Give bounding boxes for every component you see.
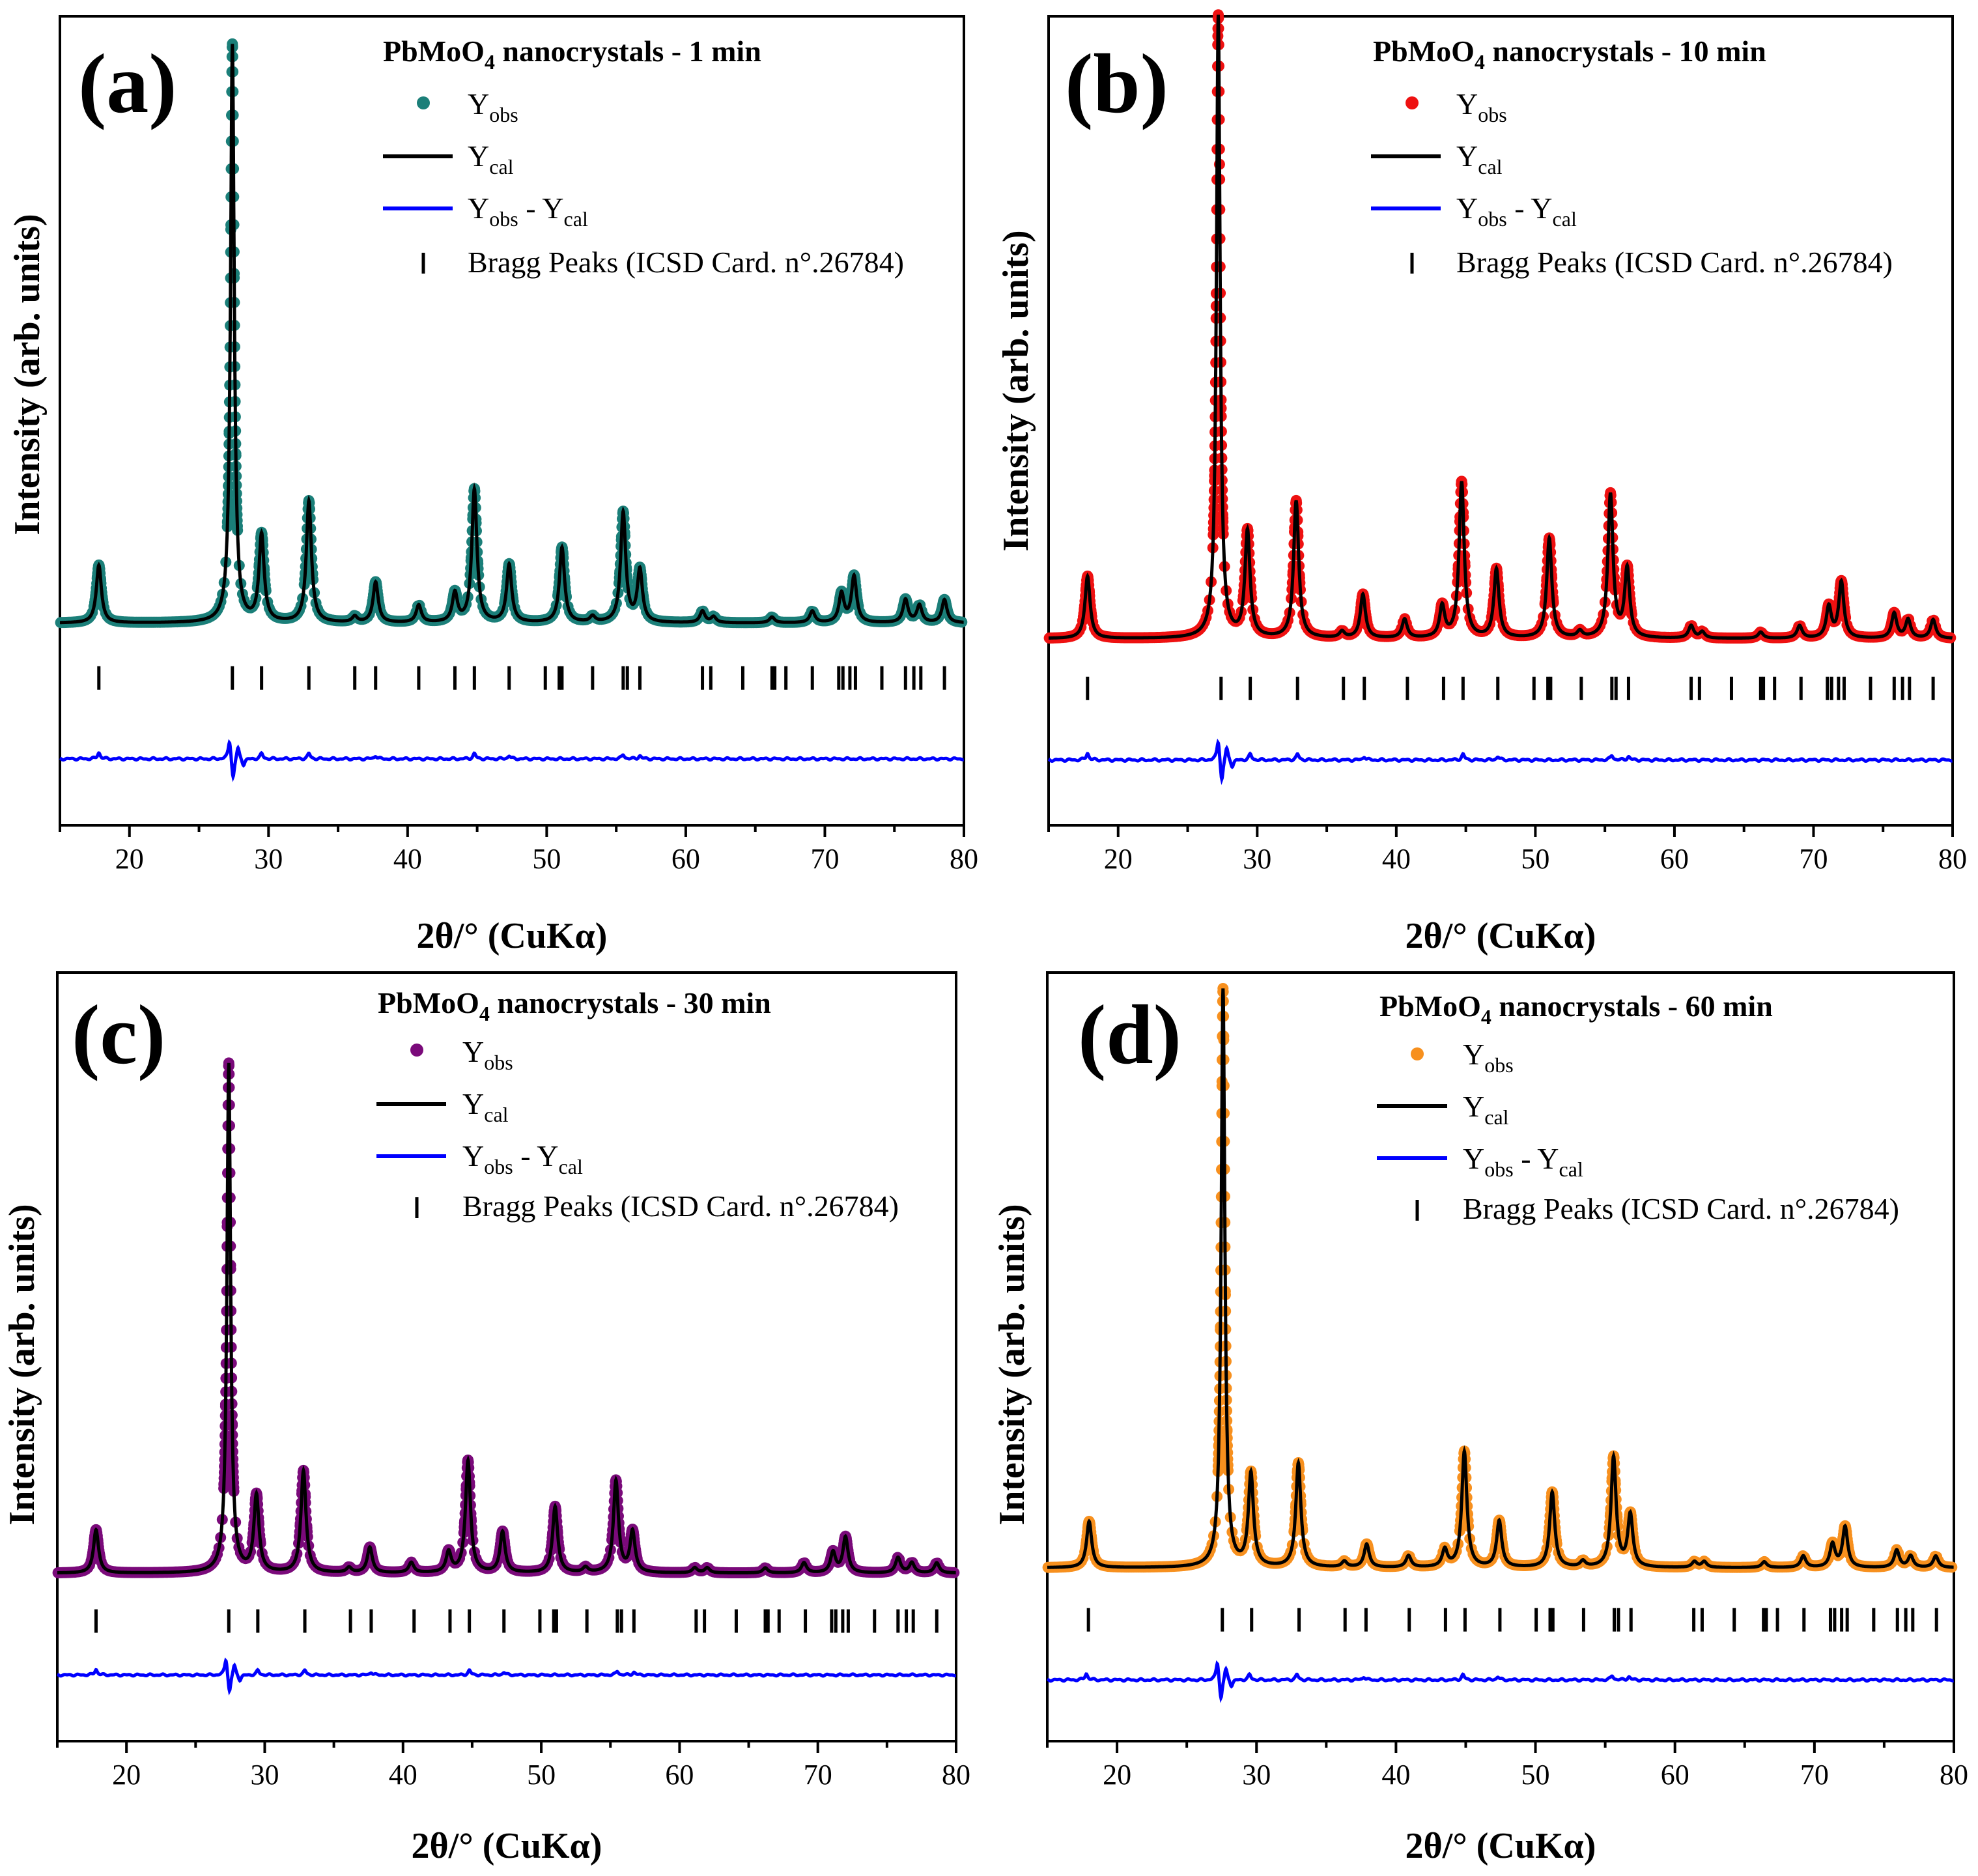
y-axis-label: Intensity (arb. units)	[992, 1204, 1032, 1525]
legend: PbMoO4 nanocrystals - 60 min Yobs Ycal Y…	[1377, 989, 1899, 1225]
legend-bragg-label: Bragg Peaks (ICSD Card. n°.26784)	[462, 1189, 899, 1223]
legend-cal-label: Ycal	[1456, 139, 1503, 178]
plot-area	[1042, 983, 1958, 1703]
diff-line	[1047, 738, 1953, 786]
legend-obs-marker	[410, 1044, 423, 1057]
x-tick-label: 70	[1799, 843, 1828, 875]
x-axis-label: 2θ/° (CuKα)	[1406, 1826, 1596, 1866]
x-axis-ticks: 20 30 40 50 60 70 80	[1046, 1741, 1968, 1791]
series-yobs	[55, 38, 968, 629]
legend: PbMoO4 nanocrystals - 10 min Yobs Ycal Y…	[1371, 35, 1893, 279]
bragg-peaks	[97, 666, 946, 690]
plot-frame	[1047, 15, 1954, 827]
x-tick-label: 50	[527, 1759, 556, 1791]
y-axis-label: Intensity (arb. units)	[996, 230, 1036, 551]
x-axis-ticks: 20 30 40 50 60 70 80	[1047, 825, 1967, 875]
panel-a: 20 30 40 50 60 70 80 (a) PbMoO4 nanocrystals -…	[7, 15, 978, 956]
legend-bragg-label: Bragg Peaks (ICSD Card. n°.26784)	[1456, 246, 1893, 279]
y-axis-label: Intensity (arb. units)	[2, 1204, 42, 1525]
diff-line	[1046, 1660, 1954, 1703]
y-axis-label: Intensity (arb. units)	[7, 214, 48, 535]
x-tick-label: 30	[254, 843, 283, 875]
panel-letter: (a)	[78, 37, 177, 131]
legend-diff-label: Yobs - Ycal	[462, 1139, 583, 1178]
x-tick-label: 70	[1800, 1759, 1829, 1791]
x-tick-label: 80	[1938, 843, 1967, 875]
panel-b: 20 30 40 50 60 70 80 (b) PbMoO4 nanocrystals -…	[996, 9, 1967, 956]
x-tick-label: 20	[1103, 1759, 1131, 1791]
legend-bragg-label: Bragg Peaks (ICSD Card. n°.26784)	[468, 246, 904, 279]
legend-cal-label: Ycal	[1463, 1090, 1509, 1129]
x-tick-label: 60	[1661, 1759, 1689, 1791]
legend-cal-label: Ycal	[462, 1087, 509, 1126]
bragg-peaks	[1086, 1608, 1938, 1632]
legend-obs-label: Yobs	[462, 1035, 513, 1074]
legend-obs-label: Yobs	[1463, 1038, 1514, 1077]
x-tick-label: 80	[942, 1759, 970, 1791]
x-axis-label: 2θ/° (CuKα)	[417, 916, 608, 956]
x-tick-label: 70	[804, 1759, 832, 1791]
x-tick-label: 60	[665, 1759, 694, 1791]
x-tick-label: 80	[950, 843, 978, 875]
x-tick-label: 60	[671, 843, 700, 875]
x-axis-ticks: 20 30 40 50 60 70 80	[56, 1741, 970, 1791]
plot-area	[52, 1057, 960, 1696]
plot-frame	[59, 15, 965, 827]
x-axis-label: 2θ/° (CuKα)	[1406, 916, 1596, 956]
x-tick-label: 70	[810, 843, 839, 875]
legend-title: PbMoO4 nanocrystals - 1 min	[383, 35, 761, 74]
panel-letter: (c)	[72, 988, 165, 1082]
x-tick-label: 30	[250, 1759, 279, 1791]
x-tick-label: 30	[1243, 843, 1271, 875]
x-tick-label: 40	[389, 1759, 417, 1791]
x-tick-label: 40	[1382, 843, 1411, 875]
x-tick-label: 50	[1521, 1759, 1550, 1791]
legend-cal-label: Ycal	[468, 139, 514, 178]
x-axis-ticks: 20 30 40 50 60 70 80	[59, 825, 978, 875]
x-axis-label: 2θ/° (CuKα)	[412, 1826, 602, 1866]
legend-title: PbMoO4 nanocrystals - 30 min	[378, 986, 771, 1025]
x-tick-label: 50	[1521, 843, 1549, 875]
plot-area	[55, 38, 968, 782]
x-tick-label: 80	[1940, 1759, 1968, 1791]
x-tick-label: 20	[1104, 843, 1133, 875]
x-tick-label: 50	[532, 843, 561, 875]
plot-area	[1043, 9, 1957, 786]
panel-letter: (d)	[1078, 988, 1181, 1082]
legend-diff-label: Yobs - Ycal	[1456, 192, 1577, 231]
x-tick-label: 60	[1660, 843, 1689, 875]
series-yobs	[52, 1057, 960, 1578]
ycal-line	[60, 44, 964, 625]
plot-frame	[56, 971, 957, 1742]
legend-obs-marker	[1406, 96, 1419, 109]
legend: PbMoO4 nanocrystals - 1 min Yobs Ycal Yo…	[383, 35, 904, 279]
ycal-line	[57, 1062, 956, 1574]
legend-obs-label: Yobs	[1456, 87, 1507, 126]
legend-obs-marker	[417, 96, 430, 109]
x-tick-label: 20	[115, 843, 144, 875]
legend-obs-marker	[1411, 1047, 1424, 1060]
legend-diff-label: Yobs - Ycal	[468, 192, 588, 231]
legend-title: PbMoO4 nanocrystals - 10 min	[1373, 35, 1766, 74]
legend: PbMoO4 nanocrystals - 30 min Yobs Ycal Y…	[376, 986, 899, 1223]
x-tick-label: 30	[1242, 1759, 1271, 1791]
panel-c: 20 30 40 50 60 70 80 (c) PbMoO4 nanocrystals -…	[2, 971, 970, 1866]
legend-obs-label: Yobs	[468, 87, 518, 126]
panel-d: 20 30 40 50 60 70 80 (d) PbMoO4 nanocrystals -…	[992, 971, 1968, 1866]
diff-line	[59, 739, 964, 782]
legend-bragg-label: Bragg Peaks (ICSD Card. n°.26784)	[1463, 1192, 1899, 1225]
legend-diff-label: Yobs - Ycal	[1463, 1142, 1583, 1181]
legend-title: PbMoO4 nanocrystals - 60 min	[1379, 989, 1773, 1029]
bragg-peaks	[1086, 676, 1935, 700]
x-tick-label: 20	[112, 1759, 141, 1791]
panel-letter: (b)	[1065, 37, 1168, 131]
x-tick-label: 40	[1381, 1759, 1410, 1791]
x-tick-label: 40	[393, 843, 422, 875]
diff-line	[57, 1657, 956, 1696]
bragg-peaks	[94, 1609, 939, 1633]
